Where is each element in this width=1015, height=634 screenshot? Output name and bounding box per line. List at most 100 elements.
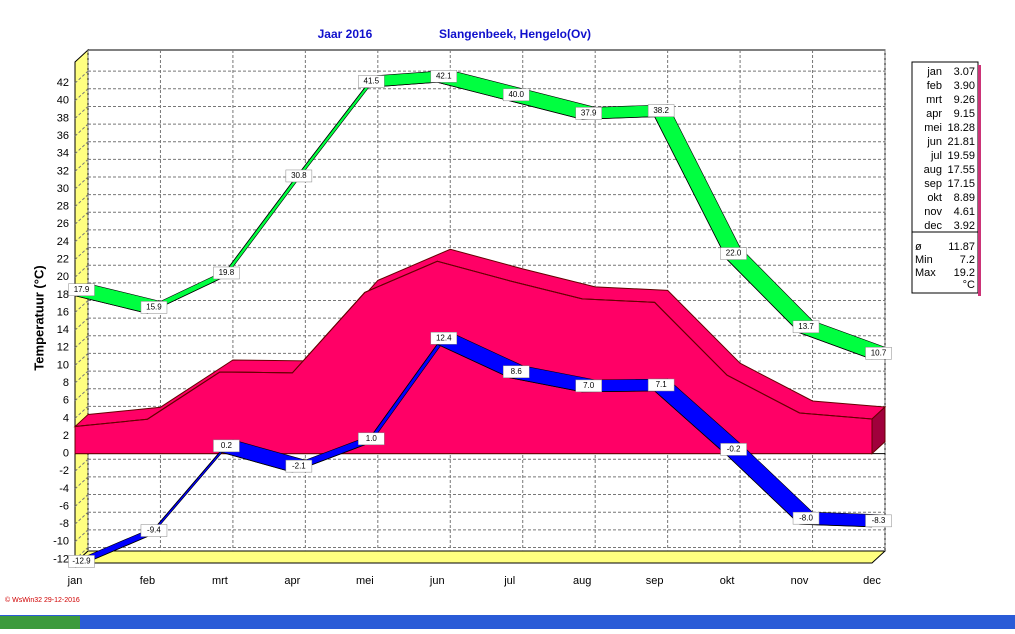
value-label-box <box>865 346 892 360</box>
table-month: mei <box>924 122 942 134</box>
value-label: 8.6 <box>511 367 523 376</box>
value-label-box <box>792 511 820 525</box>
wall-grid-line <box>74 458 89 472</box>
value-label-box <box>285 169 313 183</box>
value-label: 37.9 <box>581 108 597 117</box>
table-month: feb <box>927 80 942 92</box>
value-label: 13.7 <box>798 322 814 331</box>
y-tick-label: -8 <box>59 518 69 530</box>
table-value: 9.26 <box>954 94 975 106</box>
value-label: -8.0 <box>799 513 813 522</box>
wall-grid-line <box>74 370 89 384</box>
wall-grid-line <box>74 194 89 208</box>
table-month: sep <box>924 178 942 190</box>
wall-grid-line <box>74 106 89 119</box>
y-tick-label: -10 <box>53 536 69 548</box>
chart-subtitle: Slangenbeek, Hengelo(Ov) <box>439 27 591 41</box>
wall-grid-line <box>74 494 89 507</box>
y-tick-label: 16 <box>57 306 69 318</box>
wall-grid-line <box>74 529 89 543</box>
y-tick-label: 28 <box>57 201 69 213</box>
y-axis-label: Temperatuur (°C) <box>31 265 46 370</box>
y-tick-label: 2 <box>63 430 69 442</box>
value-label: 42.1 <box>436 71 452 80</box>
value-label-box <box>285 459 313 473</box>
table-value: 8.89 <box>954 192 975 204</box>
value-label-box <box>140 524 168 537</box>
value-label: 30.8 <box>291 171 307 180</box>
table-month: mrt <box>926 94 942 106</box>
stat-value: 7.2 <box>960 254 975 266</box>
table-value: 3.90 <box>954 80 975 92</box>
value-label: 38.2 <box>653 106 669 115</box>
wall-grid-line <box>74 247 89 260</box>
value-label-box <box>720 443 747 456</box>
value-label-box <box>575 107 602 120</box>
x-tick-label: sep <box>646 575 664 587</box>
value-label: 41.5 <box>364 77 380 86</box>
value-label: 10.7 <box>871 348 887 357</box>
table-value: 4.61 <box>954 206 975 218</box>
y-tick-label: 38 <box>57 112 69 124</box>
value-label: -8.3 <box>872 516 886 525</box>
table-month: okt <box>927 192 942 204</box>
value-label: 7.0 <box>583 381 595 390</box>
table-value: 18.28 <box>947 122 975 134</box>
value-label: 12.4 <box>436 333 452 342</box>
y-tick-label: 34 <box>57 148 69 160</box>
y-tick-label: -4 <box>59 483 69 495</box>
y-tick-label: 10 <box>57 359 69 371</box>
table-month: nov <box>924 206 942 218</box>
start-button[interactable] <box>0 616 80 629</box>
table-month: jul <box>930 150 942 162</box>
x-tick-label: dec <box>863 575 881 587</box>
wall-grid-line <box>74 176 89 190</box>
table-month: aug <box>924 164 942 176</box>
table-month: jan <box>926 66 942 78</box>
value-label-box <box>575 379 602 393</box>
wall-grid-line <box>74 229 89 243</box>
x-tick-label: nov <box>791 575 809 587</box>
x-tick-label: apr <box>284 575 300 587</box>
table-value: 3.07 <box>954 66 975 78</box>
y-tick-label: 26 <box>57 218 69 230</box>
wall-grid-line <box>74 211 89 225</box>
value-label: -9.4 <box>147 526 161 535</box>
y-tick-label: -6 <box>59 500 69 512</box>
wall-grid-line <box>74 353 89 366</box>
wall-grid-line <box>74 317 89 331</box>
y-tick-label: 22 <box>57 253 69 265</box>
value-label-box <box>430 70 458 83</box>
x-tick-label: okt <box>720 575 735 587</box>
value-label: 40.0 <box>508 90 524 99</box>
floor <box>73 550 887 564</box>
footer: © WsWin32 29-12-2016 <box>5 596 80 604</box>
y-tick-label: 32 <box>57 165 69 177</box>
y-tick-label: -12 <box>53 553 69 565</box>
value-label: 17.9 <box>74 285 90 294</box>
value-label-box <box>720 247 747 260</box>
table-value: 17.55 <box>947 164 975 176</box>
ribbon-edge <box>74 343 873 568</box>
value-label-box <box>68 283 95 296</box>
y-tick-label: 40 <box>57 95 69 107</box>
y-tick-label: 24 <box>57 236 69 248</box>
y-tick-label: 6 <box>63 395 69 407</box>
y-tick-label: 14 <box>57 324 69 336</box>
area-side <box>871 405 886 455</box>
wall-grid-line <box>74 264 89 278</box>
x-tick-label: mei <box>356 575 374 587</box>
taskbar <box>0 615 1015 629</box>
wall-grid-line <box>74 123 89 137</box>
wall-grid-line <box>74 335 89 349</box>
y-tick-label: 12 <box>57 342 69 354</box>
value-label-box <box>647 378 675 392</box>
y-tick-label: 42 <box>57 77 69 89</box>
wall-grid-line <box>74 511 89 525</box>
y-tick-label: 20 <box>57 271 69 283</box>
x-tick-label: mrt <box>212 575 228 587</box>
value-label-box <box>358 75 385 88</box>
value-label: -12.9 <box>72 557 91 566</box>
value-label-box <box>358 432 385 446</box>
